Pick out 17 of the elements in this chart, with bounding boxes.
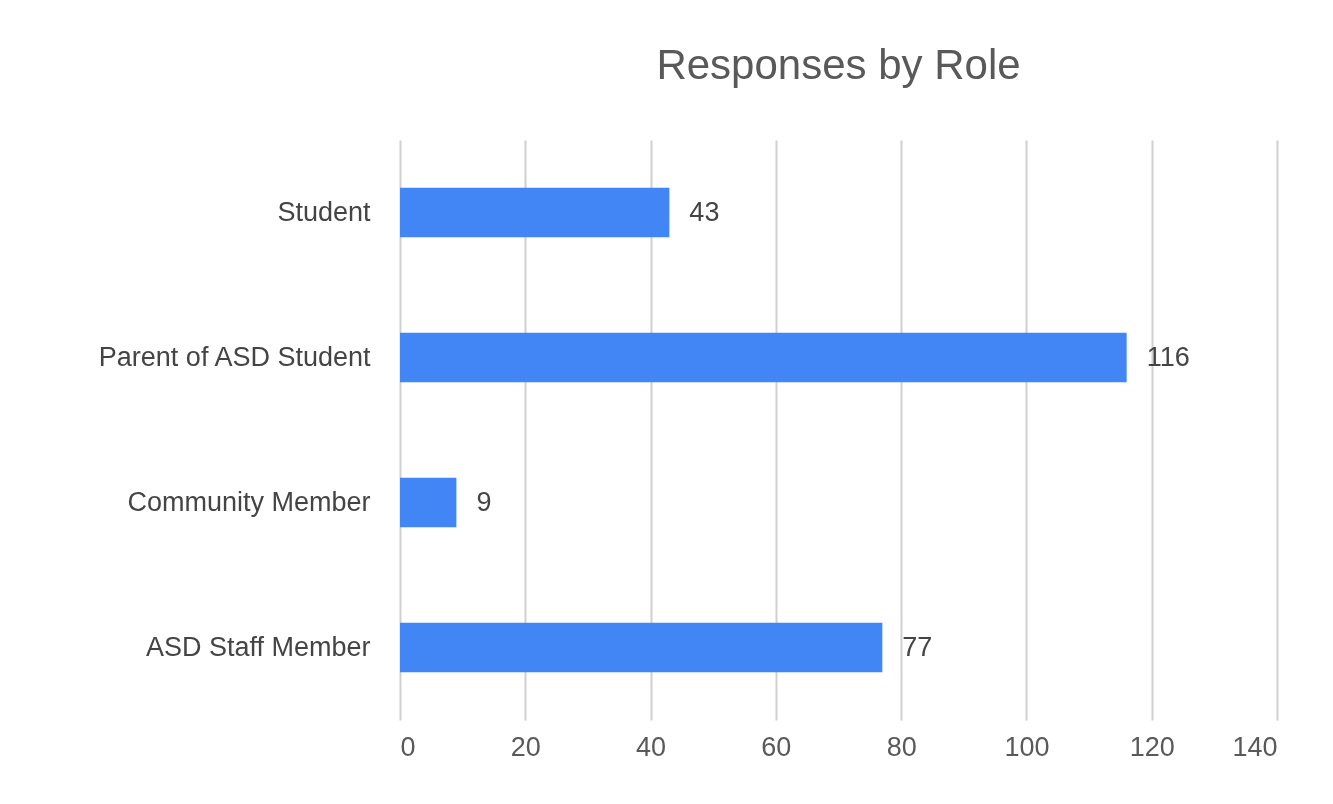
- chart-title: Responses by Role: [656, 41, 1021, 88]
- y-tick-label: Parent of ASD Student: [98, 341, 371, 372]
- x-tick-label: 80: [886, 731, 917, 762]
- data-label: 43: [689, 196, 720, 227]
- data-label: 77: [902, 631, 933, 662]
- x-tick-label: 140: [1232, 731, 1278, 762]
- data-label: 116: [1146, 341, 1190, 372]
- y-tick-label: Community Member: [127, 486, 371, 517]
- x-tick-label: 40: [636, 731, 667, 762]
- x-tick-label: 60: [761, 731, 792, 762]
- x-tick-label: 100: [1004, 731, 1050, 762]
- data-label: 9: [476, 486, 492, 517]
- x-tick-label: 0: [400, 731, 416, 762]
- x-tick-label: 20: [510, 731, 541, 762]
- y-tick-label: ASD Staff Member: [145, 631, 371, 662]
- y-tick-label: Student: [277, 196, 371, 227]
- x-tick-label: 120: [1129, 731, 1175, 762]
